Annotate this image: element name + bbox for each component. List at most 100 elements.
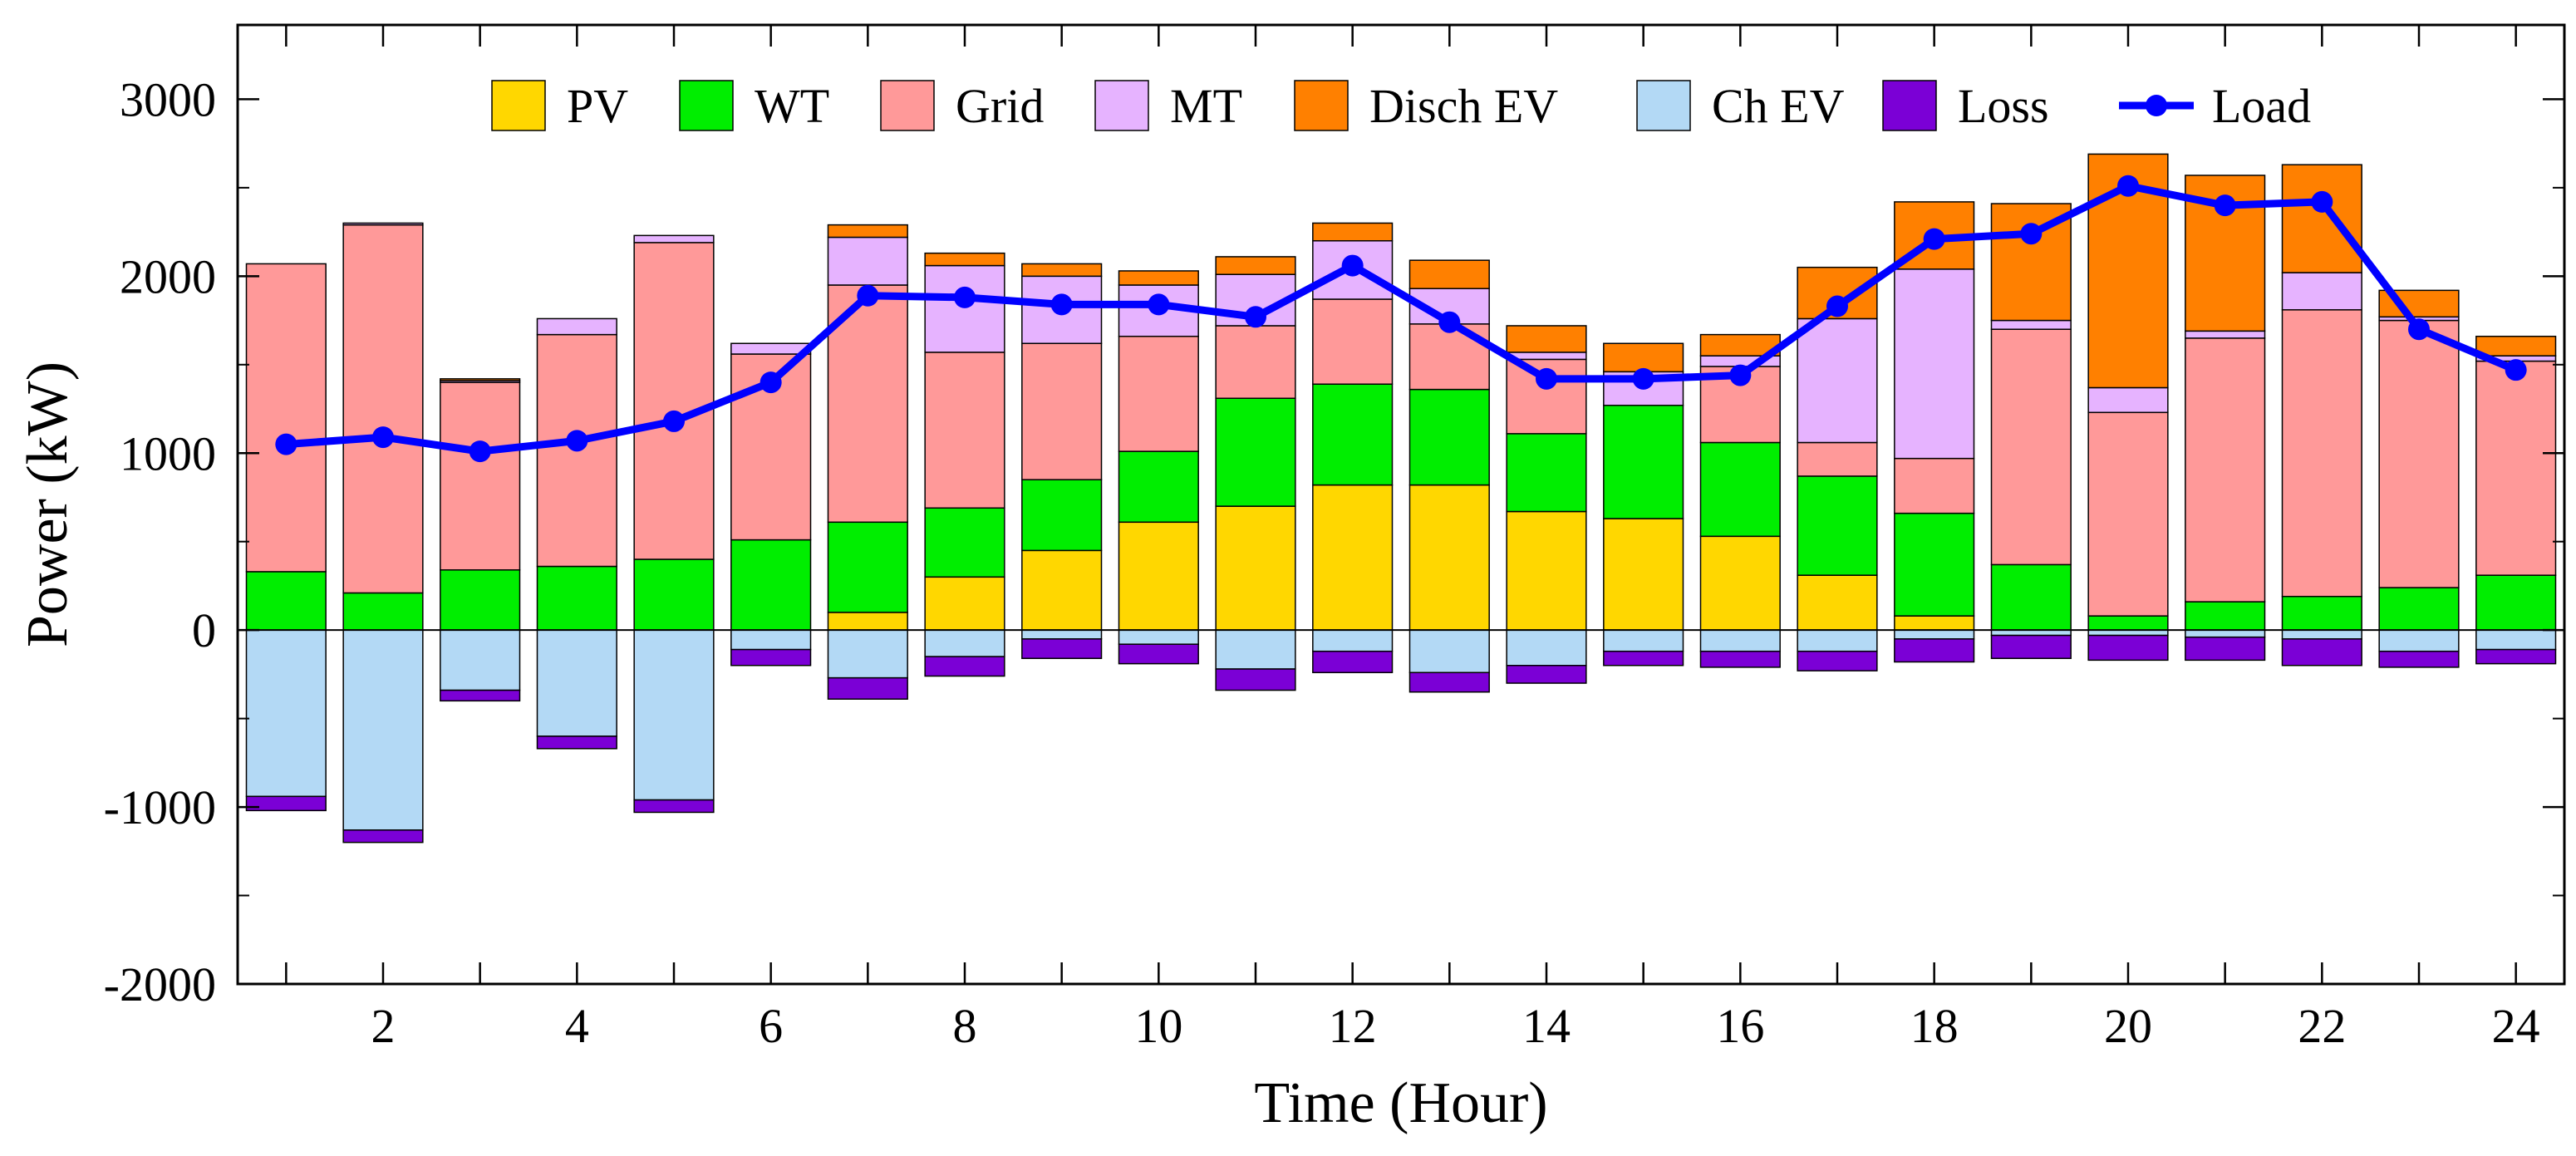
bar-pv-13: [1408, 484, 1490, 631]
bar-disch-ev-12: [1312, 222, 1394, 242]
load-point-19: [2020, 223, 2043, 245]
load-point-6: [760, 371, 782, 394]
bar-grid-18: [1894, 457, 1975, 514]
bar-mt-21: [2185, 330, 2266, 339]
plot-frame: [236, 23, 2566, 986]
bar-wt-14: [1506, 433, 1587, 513]
bar-mt-19: [1990, 319, 2072, 330]
bar-mt-2: [342, 222, 424, 226]
bar-loss-15: [1603, 650, 1684, 667]
load-point-16: [1729, 364, 1752, 386]
bar-grid-5: [633, 242, 715, 560]
bar-wt-2: [342, 592, 424, 631]
bar-loss-9: [1021, 638, 1103, 659]
bar-loss-12: [1312, 650, 1394, 674]
x-tick-label-20: 20: [2104, 999, 2152, 1053]
bar-loss-3: [440, 689, 521, 702]
bar-grid-7: [827, 284, 908, 524]
x-tick-label-12: 12: [1329, 999, 1377, 1053]
bar-mt-4: [536, 317, 617, 336]
bar-ch-ev-6: [730, 629, 812, 651]
bar-grid-22: [2281, 309, 2362, 598]
load-line-layer: [275, 175, 2527, 463]
x-tick-label-16: 16: [1716, 999, 1764, 1053]
legend-swatch-ch-ev: [1636, 80, 1691, 131]
bar-mt-7: [827, 236, 908, 286]
legend-swatch-grid: [880, 80, 935, 131]
bar-loss-11: [1215, 668, 1296, 691]
bar-grid-9: [1021, 342, 1103, 480]
load-point-9: [1050, 293, 1073, 316]
bar-loss-4: [536, 735, 617, 750]
bar-ch-ev-15: [1603, 629, 1684, 652]
x-tick-label-18: 18: [1910, 999, 1959, 1053]
legend-swatch-wt: [679, 80, 734, 131]
load-point-22: [2311, 190, 2333, 213]
bar-ch-ev-18: [1894, 629, 1975, 640]
bar-pv-18: [1894, 615, 1975, 631]
legend: PV WT Grid MT Disch EV Ch EV Loss Load: [491, 79, 2311, 133]
bar-disch-ev-13: [1408, 259, 1490, 289]
bar-grid-8: [924, 352, 1005, 509]
x-tick-label-2: 2: [371, 999, 396, 1053]
bar-pv-7: [827, 612, 908, 631]
bar-grid-1: [245, 263, 327, 573]
y-tick-label--1000: -1000: [104, 780, 216, 834]
bar-disch-ev-22: [2281, 164, 2362, 273]
bar-ch-ev-2: [342, 629, 424, 831]
bar-disch-ev-8: [924, 252, 1005, 267]
bar-pv-8: [924, 576, 1005, 631]
x-tick-label-8: 8: [953, 999, 977, 1053]
load-point-21: [2214, 194, 2236, 217]
bar-loss-14: [1506, 665, 1587, 684]
bar-loss-21: [2185, 636, 2266, 662]
x-tick-label-6: 6: [759, 999, 783, 1053]
bar-wt-4: [536, 565, 617, 631]
bar-ch-ev-11: [1215, 629, 1296, 670]
bar-wt-1: [245, 571, 327, 631]
bar-wt-5: [633, 558, 715, 631]
load-point-20: [2117, 175, 2139, 197]
legend-label-load: Load: [2212, 79, 2311, 133]
x-tick-label-14: 14: [1522, 999, 1571, 1053]
bar-mt-6: [730, 342, 812, 355]
bar-grid-3: [440, 381, 521, 571]
load-point-12: [1341, 254, 1364, 277]
bar-disch-ev-15: [1603, 342, 1684, 373]
bar-ch-ev-5: [633, 629, 715, 801]
bar-wt-12: [1312, 383, 1394, 486]
bar-ch-ev-7: [827, 629, 908, 679]
bar-disch-ev-24: [2475, 335, 2557, 357]
bar-ch-ev-14: [1506, 629, 1587, 667]
x-tick-label-10: 10: [1134, 999, 1182, 1053]
bar-ch-ev-3: [440, 629, 521, 691]
bar-wt-20: [2087, 615, 2169, 631]
legend-label-grid: Grid: [956, 79, 1044, 133]
x-axis-title: Time (Hour): [1254, 1071, 1547, 1135]
bar-grid-23: [2378, 319, 2460, 588]
load-point-15: [1632, 367, 1654, 390]
bar-pv-17: [1797, 574, 1878, 631]
load-point-14: [1536, 367, 1557, 390]
bar-loss-5: [633, 799, 715, 814]
bar-pv-11: [1215, 505, 1296, 631]
y-tick-label-3000: 3000: [120, 72, 216, 126]
bar-grid-24: [2475, 360, 2557, 576]
bar-disch-ev-9: [1021, 263, 1103, 278]
bar-ch-ev-12: [1312, 629, 1394, 652]
bar-ch-ev-10: [1118, 629, 1199, 645]
bar-wt-3: [440, 569, 521, 631]
load-point-7: [857, 284, 879, 307]
bar-loss-22: [2281, 638, 2362, 667]
x-tick-label-22: 22: [2298, 999, 2346, 1053]
bar-wt-8: [924, 507, 1005, 578]
bar-disch-ev-3: [440, 378, 521, 381]
bar-wt-15: [1603, 405, 1684, 519]
bar-wt-13: [1408, 388, 1490, 486]
load-point-23: [2408, 318, 2430, 341]
bar-wt-21: [2185, 601, 2266, 631]
load-point-1: [275, 433, 297, 455]
bar-wt-10: [1118, 450, 1199, 524]
load-point-3: [469, 440, 491, 463]
legend-label-wt: WT: [755, 79, 829, 133]
